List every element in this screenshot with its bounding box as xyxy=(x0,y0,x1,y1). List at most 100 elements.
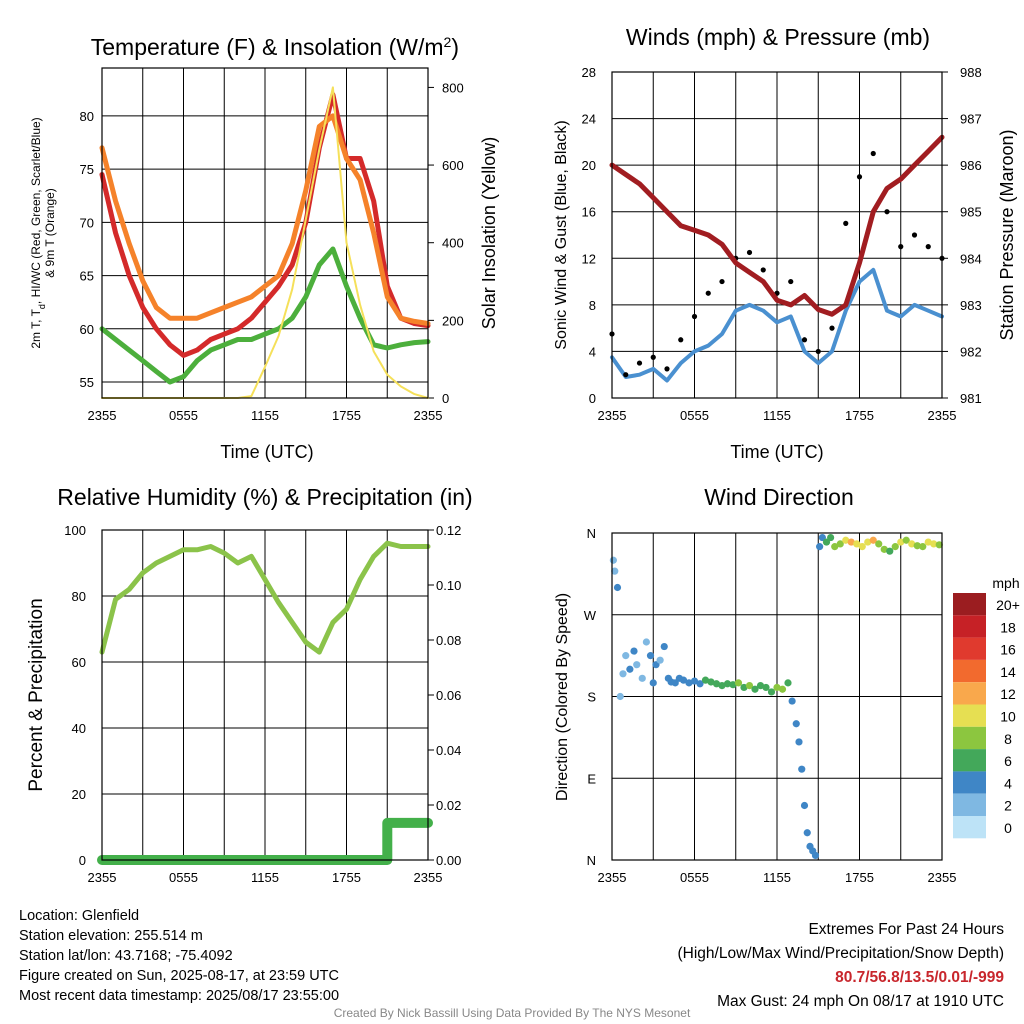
gust-point xyxy=(636,360,643,366)
direction-point xyxy=(707,678,715,686)
y-tick-label: 20 xyxy=(582,158,596,173)
y2-tick-label: 0.00 xyxy=(436,853,461,868)
y-tick-label: N xyxy=(587,853,596,868)
y2-axis-label: Solar Insolation (Yellow) xyxy=(479,137,499,329)
panel-2: 2355 0555 1155 1755 235504812162024289819829… xyxy=(553,24,1017,462)
y-tick-label: E xyxy=(587,771,596,786)
direction-point xyxy=(919,543,927,551)
direction-point xyxy=(827,533,835,542)
x-tick-label: 2355 xyxy=(414,408,443,423)
y-tick-label: 12 xyxy=(582,251,596,266)
y2-tick-label: 0.10 xyxy=(436,578,461,593)
legend-swatch xyxy=(953,593,986,616)
y-tick-label: 70 xyxy=(80,215,94,230)
y-tick-label: 55 xyxy=(80,375,94,390)
direction-point xyxy=(784,679,792,687)
direction-point xyxy=(902,536,910,544)
y2-axis-label: Station Pressure (Maroon) xyxy=(997,129,1017,340)
extremes-panel: Extremes For Past 24 Hours (High/Low/Max… xyxy=(678,918,1005,1014)
direction-point xyxy=(696,680,704,688)
direction-point xyxy=(701,676,710,684)
max-gust: Max Gust: 24 mph On 08/17 at 1910 UTC xyxy=(717,993,1004,1010)
direction-point xyxy=(795,738,803,746)
station-location: Location: Glenfield xyxy=(19,908,140,924)
y-tick-label: W xyxy=(584,608,597,623)
y2-tick-label: 983 xyxy=(960,298,982,313)
gust-point xyxy=(705,290,711,296)
direction-point xyxy=(626,665,634,673)
gust-point xyxy=(760,267,766,273)
y-axis-label: Percent & Precipitation xyxy=(26,598,47,791)
legend-label: 8 xyxy=(1004,731,1012,747)
y2-tick-label: 988 xyxy=(960,65,982,80)
series-line-1 xyxy=(99,113,431,326)
gust-point xyxy=(898,244,904,250)
legend-label: 16 xyxy=(1000,642,1016,658)
gust-point xyxy=(815,348,821,355)
y-tick-label: 4 xyxy=(589,344,596,359)
direction-point xyxy=(649,679,657,687)
x-tick-label: 2355 xyxy=(414,870,443,885)
legend-swatch xyxy=(953,771,986,794)
direction-point xyxy=(609,556,617,564)
direction-point xyxy=(831,543,839,551)
direction-point xyxy=(660,642,668,651)
direction-point xyxy=(864,538,872,546)
extremes-title: Extremes For Past 24 Hours xyxy=(808,921,1004,938)
direction-point xyxy=(924,538,932,546)
legend-label: 20+ xyxy=(996,597,1020,613)
direction-point xyxy=(690,677,699,685)
y-tick-label: 16 xyxy=(582,205,596,220)
series-line-wind xyxy=(610,267,944,383)
direction-point xyxy=(619,670,627,678)
x-tick-label: 1755 xyxy=(845,408,874,423)
chart-title: Winds (mph) & Pressure (mb) xyxy=(626,24,930,50)
y-axis-label: 2m T, Td, HI/WC (Red, Green, Scarlet/Blu… xyxy=(29,117,47,348)
legend-swatch xyxy=(953,637,986,660)
series-line-0 xyxy=(99,92,431,358)
gust-point xyxy=(678,337,684,343)
y-axis-label-line2: & 9m T (Orange) xyxy=(43,188,57,278)
gust-point xyxy=(623,372,629,378)
y2-tick-label: 400 xyxy=(442,236,464,251)
legend-label: 2 xyxy=(1004,798,1012,814)
legend-swatch xyxy=(953,682,986,705)
y2-tick-label: 986 xyxy=(960,158,982,173)
legend-swatch xyxy=(953,793,986,816)
station-info: Location: Glenfield Station elevation: 2… xyxy=(19,906,339,1006)
series-line-pressure xyxy=(609,134,945,317)
x-tick-label: 0555 xyxy=(169,408,198,423)
station-elevation: Station elevation: 255.514 m xyxy=(19,928,203,944)
direction-point xyxy=(935,541,943,549)
legend-label: 4 xyxy=(1004,775,1012,791)
direction-point xyxy=(908,540,916,548)
direction-point xyxy=(642,638,650,646)
direction-point xyxy=(880,545,888,553)
plot-frame xyxy=(101,67,429,399)
y-axis-label: Sonic Wind & Gust (Blue, Black) xyxy=(553,120,570,349)
legend-label: 0 xyxy=(1004,820,1012,836)
gust-point xyxy=(911,232,918,238)
x-tick-label: 1755 xyxy=(332,408,361,423)
gust-point xyxy=(691,313,698,320)
extremes-values: 80.7/56.8/13.5/0.01/-999 xyxy=(835,969,1004,986)
direction-point xyxy=(788,697,796,705)
direction-point xyxy=(800,801,809,810)
direction-point xyxy=(842,536,850,544)
gust-point xyxy=(746,249,753,256)
direction-point xyxy=(646,652,655,660)
direction-point xyxy=(913,542,921,550)
gust-point xyxy=(870,150,876,157)
series-line-2 xyxy=(99,246,431,385)
direction-point xyxy=(767,688,776,696)
gust-point xyxy=(801,337,808,343)
chart-title: Relative Humidity (%) & Precipitation (i… xyxy=(57,484,472,510)
extremes-subtitle: (High/Low/Max Wind/Precipitation/Snow De… xyxy=(677,945,1005,962)
y-tick-label: 100 xyxy=(64,523,86,538)
x-tick-label: 0555 xyxy=(680,408,709,423)
direction-point xyxy=(891,543,899,551)
legend-label: 6 xyxy=(1004,753,1012,769)
y-tick-label: N xyxy=(587,526,596,541)
direction-point xyxy=(858,543,866,551)
